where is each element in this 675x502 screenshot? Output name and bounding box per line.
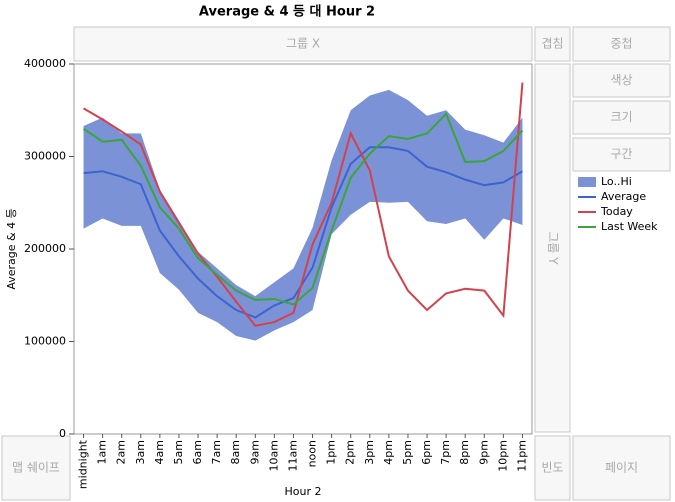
series-line [83, 146, 523, 319]
x-tick-label: 2am [115, 440, 128, 464]
x-tick-label: 6pm [420, 440, 433, 465]
drop-zone-label: 겹침 [541, 37, 563, 51]
y-tick-label: 300000 [24, 150, 66, 163]
x-tick-label: 10am [267, 440, 280, 471]
y-tick-label: 0 [59, 427, 66, 440]
x-tick-label: 5pm [401, 440, 414, 465]
x-tick-label: 8am [229, 440, 242, 464]
series-line [82, 112, 524, 306]
drop-zone-label: 페이지 [605, 461, 638, 475]
drop-zone-label: 맵 쉐이프 [12, 461, 60, 475]
drop-zone-box [572, 100, 671, 135]
y-tick-label: 200000 [24, 242, 66, 255]
drop-zone[interactable]: 그룹 Y [534, 63, 571, 433]
drop-zone-label: 그룹 Y [546, 231, 560, 265]
x-tick-label: 9pm [477, 440, 490, 465]
drop-zone-box [534, 26, 571, 62]
x-tick-label: 1pm [325, 440, 338, 465]
legend: Lo..Hi Average Today Last Week [578, 175, 658, 233]
drop-zone-box [534, 435, 571, 501]
x-tick-label: 6am [191, 440, 204, 464]
drop-zone-label: 빈도 [541, 461, 563, 475]
drop-zone-box [572, 63, 671, 98]
x-tick-label: 11pm [515, 440, 528, 472]
x-tick-label: 3pm [363, 440, 376, 465]
range-band [83, 89, 523, 341]
x-tick-label: 7am [210, 440, 223, 464]
x-axis-label: Hour 2 [285, 485, 322, 498]
drop-zone[interactable]: 색상 [572, 63, 671, 98]
drop-zone[interactable]: 맵 쉐이프 [1, 435, 71, 501]
y-axis-label: Average & 4 등 [5, 208, 18, 289]
y-tick-label: 100000 [24, 335, 66, 348]
legend-label: Today [600, 205, 633, 218]
x-tick-label: noon [306, 440, 319, 467]
legend-swatch [578, 177, 596, 187]
drop-zone[interactable]: 그룹 X [73, 26, 533, 62]
drop-zone-box [572, 435, 671, 501]
x-tick-label: 11am [286, 440, 299, 471]
drop-zone-label: 그룹 X [286, 37, 320, 51]
drop-zone[interactable]: 페이지 [572, 435, 671, 501]
drop-zone-label: 크기 [610, 110, 632, 124]
drop-zone-box [1, 435, 71, 501]
x-tick-label: 5am [172, 440, 185, 464]
drop-zone-box [73, 26, 533, 62]
legend-label: Average [601, 190, 646, 203]
drop-zone[interactable]: 크기 [572, 100, 671, 135]
x-tick-label: 4pm [382, 440, 395, 465]
drop-zone-label: 구간 [610, 147, 632, 161]
drop-zone[interactable]: 빈도 [534, 435, 571, 501]
drop-zone-box [572, 137, 671, 172]
x-tick-label: 8pm [458, 440, 471, 465]
x-tick-label: 2pm [344, 440, 357, 465]
x-tick-label: 4am [153, 440, 166, 464]
series-line [83, 82, 524, 327]
legend-label: Last Week [601, 220, 658, 233]
drop-zone-box [572, 26, 671, 62]
x-tick-label: 7pm [439, 440, 452, 465]
drop-zone-label: 색상 [610, 73, 632, 87]
drop-zone-box [534, 63, 571, 433]
y-tick-label: 400000 [24, 57, 66, 70]
x-tick-label: 9am [248, 440, 261, 464]
x-tick-label: 10pm [496, 440, 509, 472]
x-tick-label: 1am [96, 440, 109, 464]
drop-zone[interactable]: 중첩 [572, 26, 671, 62]
chart-title: Average & 4 등 대 Hour 2 [199, 5, 375, 20]
drop-zone[interactable]: 구간 [572, 137, 671, 172]
drop-zone[interactable]: 겹침 [534, 26, 571, 62]
drop-zone-label: 중첩 [610, 37, 632, 51]
x-tick-label: 3am [134, 440, 147, 464]
x-tick-label: midnight [77, 439, 90, 489]
legend-label: Lo..Hi [601, 175, 632, 188]
